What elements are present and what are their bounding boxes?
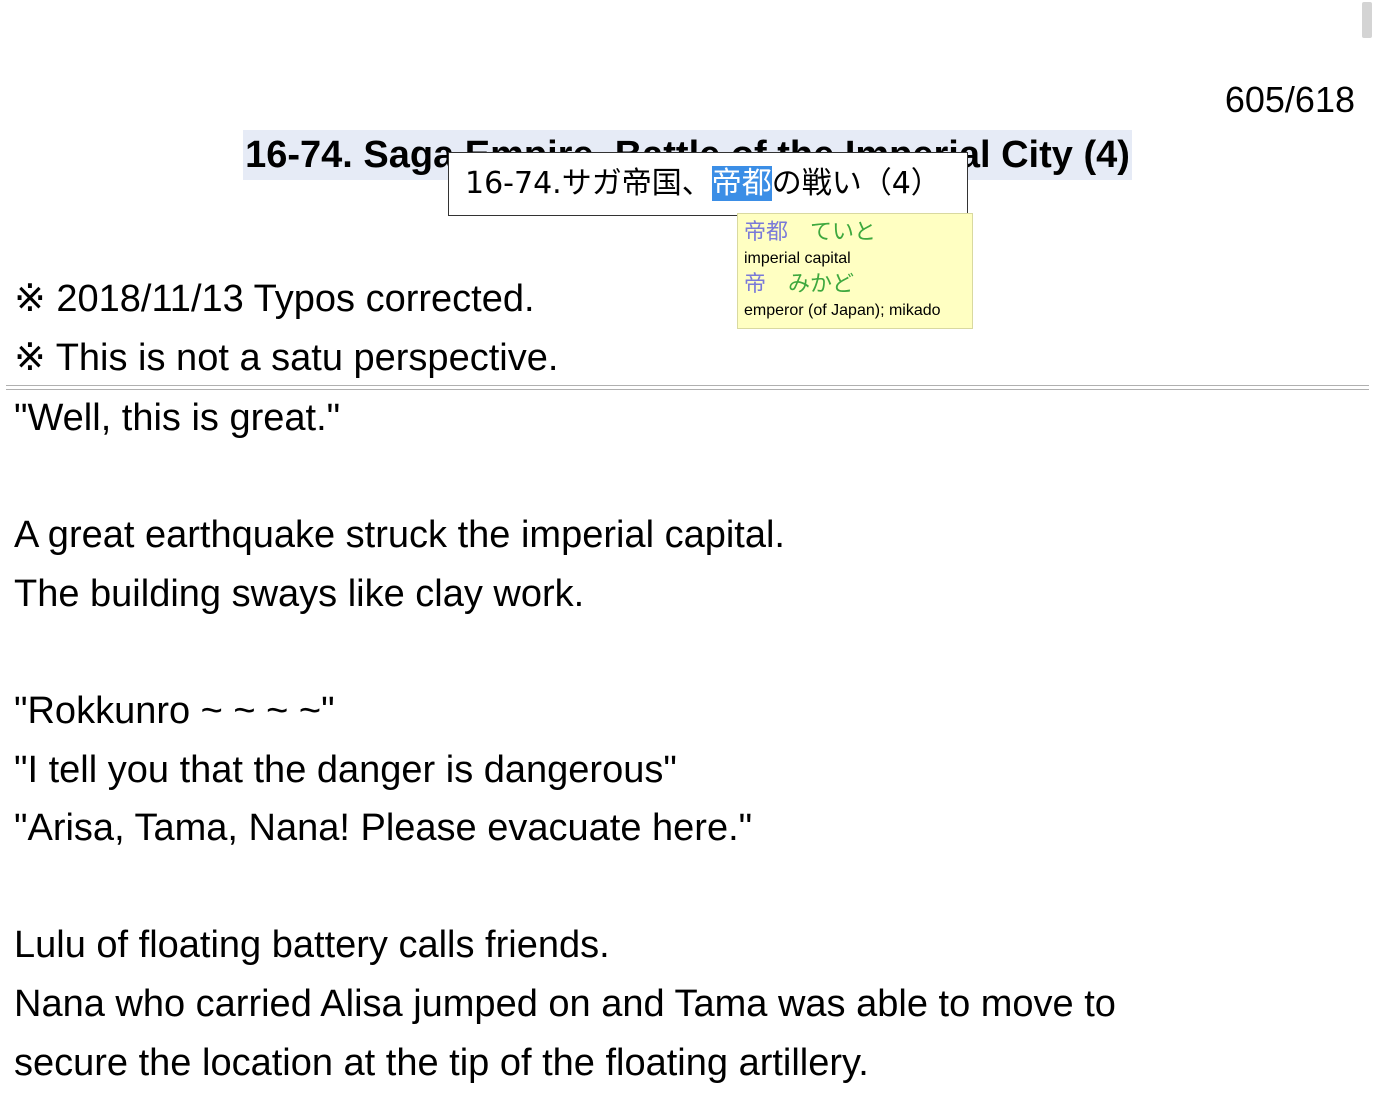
entry-kanji: 帝 bbox=[744, 272, 767, 297]
popup-text-after: の戦い（4） bbox=[771, 166, 941, 201]
author-notes: ※ 2018/11/13 Typos corrected. ※ This is … bbox=[14, 270, 558, 388]
page-counter: 605/618 bbox=[1224, 79, 1355, 120]
dictionary-tooltip: 帝都 ていと imperial capital 帝みかど emperor (of … bbox=[737, 213, 973, 329]
note-line: ※ 2018/11/13 Typos corrected. bbox=[14, 278, 535, 320]
body-line: A great earthquake struck the imperial c… bbox=[14, 514, 785, 557]
dictionary-entry: 帝みかど emperor (of Japan); mikado bbox=[744, 270, 966, 322]
body-line: "I tell you that the danger is dangerous… bbox=[14, 748, 677, 791]
vertical-scrollbar[interactable] bbox=[1360, 0, 1375, 1119]
section-divider bbox=[6, 385, 1369, 390]
original-text-popup[interactable]: 16-74.サガ帝国、帝都の戦い（4） bbox=[448, 152, 968, 216]
dictionary-entry-head: 帝みかど bbox=[744, 270, 966, 300]
body-line: "Rokkunro ~ ~ ~ ~" bbox=[14, 689, 335, 732]
body-line: "Well, this is great." bbox=[14, 397, 341, 439]
body-line bbox=[14, 448, 1116, 507]
body-line: The building sways like clay work. bbox=[14, 572, 585, 615]
popup-text-before: 16-74.サガ帝国、 bbox=[465, 166, 712, 201]
entry-definition: imperial capital bbox=[744, 250, 851, 267]
body-line bbox=[14, 858, 1116, 917]
entry-definition: emperor (of Japan); mikado bbox=[744, 302, 941, 319]
body-line: secure the location at the tip of the fl… bbox=[14, 1041, 869, 1084]
entry-kanji: 帝都 bbox=[744, 220, 789, 245]
selected-word[interactable]: 帝都 bbox=[711, 166, 772, 201]
body-line bbox=[14, 623, 1116, 682]
body-line: Nana who carried Alisa jumped on and Tam… bbox=[14, 982, 1116, 1025]
dictionary-entry-head: 帝都 ていと bbox=[744, 218, 966, 248]
scrollbar-thumb[interactable] bbox=[1362, 2, 1372, 38]
chapter-body: "Well, this is great." A great earthquak… bbox=[14, 389, 1116, 1092]
entry-reading: ていと bbox=[810, 220, 877, 245]
body-line: Lulu of floating battery calls friends. bbox=[14, 924, 610, 967]
dictionary-entry: 帝都 ていと imperial capital bbox=[744, 218, 966, 270]
body-line: "Arisa, Tama, Nana! Please evacuate here… bbox=[14, 807, 753, 850]
entry-reading: みかど bbox=[788, 272, 855, 297]
note-line: ※ This is not a satu perspective. bbox=[14, 337, 559, 379]
